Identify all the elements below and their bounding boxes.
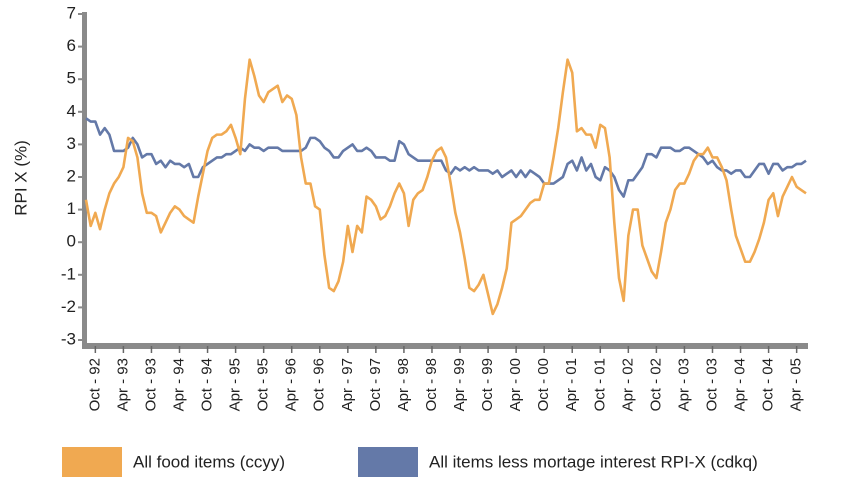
x-tick-label: Apr - 93 [114, 358, 131, 411]
x-tick-label: Apr - 04 [732, 358, 749, 411]
x-axis [82, 343, 808, 349]
y-tick-label: 3 [67, 134, 76, 153]
x-tick-label: Apr - 05 [788, 358, 805, 411]
x-tick-label: Oct - 97 [367, 358, 384, 411]
y-axis-label: RPI X (%) [11, 140, 30, 216]
y-tick-label: 0 [67, 232, 76, 251]
series-line [84, 58, 807, 316]
legend-swatch [358, 447, 418, 477]
x-tick-label: Oct - 94 [199, 358, 216, 411]
x-tick-label: Apr - 00 [507, 358, 524, 411]
x-tick-label: Oct - 95 [255, 358, 272, 411]
y-tick-label: 5 [67, 69, 76, 88]
legend-swatch [62, 447, 122, 477]
y-tick-label: 4 [67, 101, 76, 120]
x-tick-label: Apr - 95 [227, 358, 244, 411]
x-tick-label: Oct - 98 [423, 358, 440, 411]
y-tick-label: 1 [67, 199, 76, 218]
y-tick-label: -2 [61, 297, 76, 316]
legend-label: All food items (ccyy) [133, 452, 285, 471]
y-axis [82, 12, 87, 348]
y-tick-label: -1 [61, 264, 76, 283]
x-tick-label: Oct - 04 [760, 358, 777, 411]
x-tick-label: Oct - 96 [311, 358, 328, 411]
y-tick-label: -3 [61, 329, 76, 348]
x-tick-label: Oct - 00 [535, 358, 552, 411]
legend-label: All items less mortage interest RPI-X (c… [429, 452, 758, 471]
x-tick-label: Oct - 01 [591, 358, 608, 411]
x-tick-label: Oct - 93 [142, 358, 159, 411]
x-tick-label: Apr - 96 [283, 358, 300, 411]
x-tick-label: Apr - 03 [675, 358, 692, 411]
series-line [85, 117, 807, 198]
x-tick-label: Apr - 98 [395, 358, 412, 411]
y-tick-label: 7 [67, 3, 76, 22]
x-tick-label: Apr - 99 [451, 358, 468, 411]
y-tick-label: 6 [67, 36, 76, 55]
x-tick-label: Oct - 92 [86, 358, 103, 411]
x-tick-label: Apr - 01 [563, 358, 580, 411]
x-tick-label: Apr - 94 [170, 358, 187, 411]
x-tick-label: Apr - 97 [339, 358, 356, 411]
x-tick-label: Oct - 99 [479, 358, 496, 411]
x-tick-label: Oct - 02 [647, 358, 664, 411]
y-tick-label: 2 [67, 166, 76, 185]
x-tick-label: Oct - 03 [703, 358, 720, 411]
x-tick-label: Apr - 02 [619, 358, 636, 411]
